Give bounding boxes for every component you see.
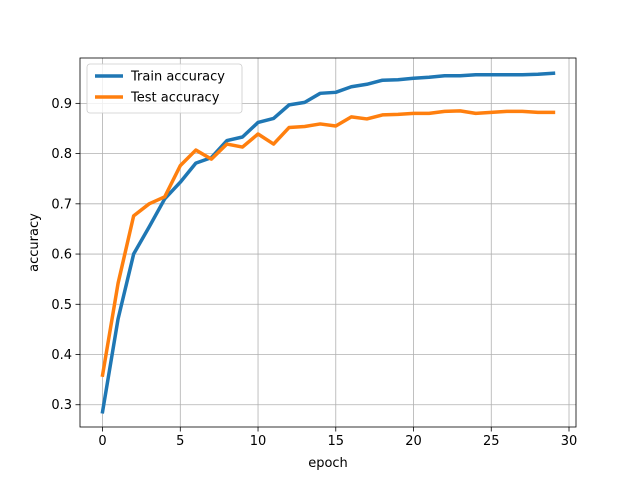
y-tick-label: 0.9 xyxy=(51,97,72,112)
y-tick-label: 0.6 xyxy=(51,248,72,263)
series-line-test-accuracy xyxy=(100,109,556,378)
y-tick-label: 0.7 xyxy=(51,197,72,212)
grid-layer xyxy=(80,58,576,427)
y-tick-label: 0.3 xyxy=(51,398,72,413)
ticks-layer: 0 5 10 15 20 25 30 0.3 0.4 0.5 0.6 0.7 0.8 0.9 xyxy=(51,97,577,449)
y-tick-label: 0.4 xyxy=(51,348,72,363)
x-tick-label: 10 xyxy=(250,434,267,449)
legend-label: Test accuracy xyxy=(130,91,220,106)
plot-frame xyxy=(79,57,577,428)
x-tick-label: 20 xyxy=(405,434,422,449)
x-tick-label: 15 xyxy=(328,434,345,449)
legend-box xyxy=(86,63,243,114)
x-tick-label: 25 xyxy=(483,434,500,449)
x-tick-label: 5 xyxy=(176,434,184,449)
legend: Train accuracy Test accuracy xyxy=(86,63,243,114)
x-tick-label: 30 xyxy=(561,434,578,449)
y-axis-label: accuracy xyxy=(27,213,42,272)
series-layer xyxy=(100,71,556,414)
y-tick-label: 0.5 xyxy=(51,298,72,313)
x-tick-label: 0 xyxy=(98,434,106,449)
y-tick-label: 0.8 xyxy=(51,147,72,162)
x-axis-label: epoch xyxy=(308,456,348,471)
legend-label: Train accuracy xyxy=(130,70,225,85)
series-line-train-accuracy xyxy=(100,71,556,414)
